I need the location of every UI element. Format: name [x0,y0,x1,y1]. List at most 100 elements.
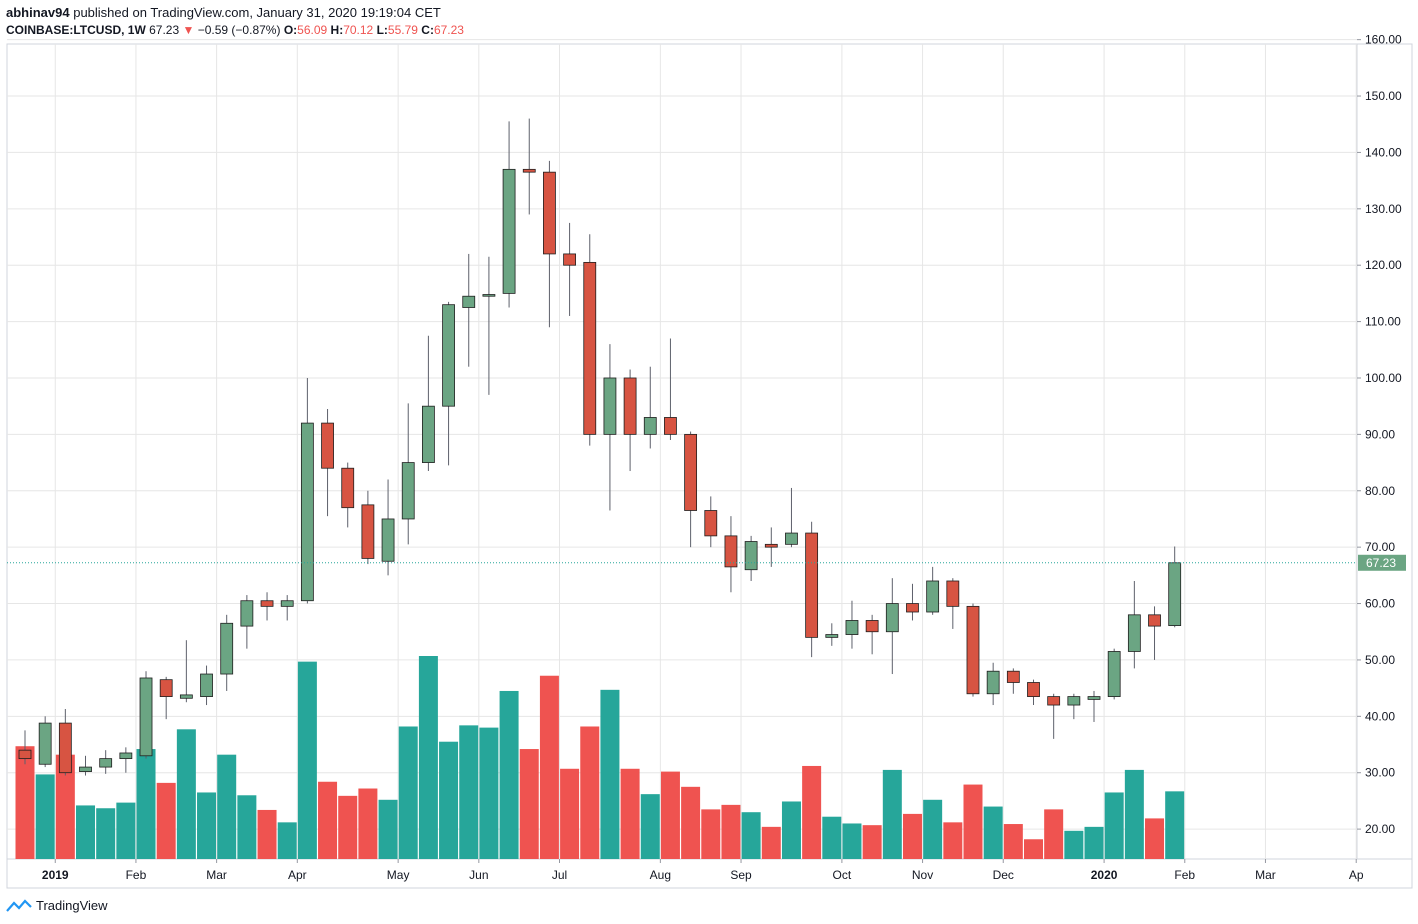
candle[interactable] [1168,562,1182,626]
candle[interactable] [321,422,334,469]
price-tick-label: 130.00 [1365,202,1402,216]
time-tick-label: Jun [469,868,488,882]
candle[interactable] [563,253,576,266]
candle[interactable] [885,603,899,633]
price-axis[interactable] [1356,43,1413,860]
volume-bar [76,805,96,859]
volume-bar [116,802,136,859]
candle[interactable] [482,294,496,297]
candle[interactable] [38,722,52,765]
candle[interactable] [1067,696,1081,706]
candle[interactable] [119,752,133,760]
candle[interactable] [704,510,718,537]
low-label: L: [376,23,388,37]
volume-bar [15,746,35,859]
candle[interactable] [906,603,919,613]
candle[interactable] [220,622,234,675]
price-tick-label: 80.00 [1365,484,1395,498]
candle[interactable] [280,600,294,607]
tradingview-footer[interactable]: TradingView [6,898,108,913]
candle[interactable] [603,377,617,435]
candle[interactable] [1148,614,1161,627]
candle[interactable] [966,605,980,695]
candle[interactable] [139,677,153,757]
volume-bar [923,799,943,859]
candle[interactable] [623,377,637,435]
price-tick-label: 20.00 [1365,822,1395,836]
candle[interactable] [421,405,435,463]
author-name[interactable]: abhinav94 [6,5,70,20]
time-tick-label: Nov [912,868,933,882]
open-value: 56.09 [297,23,328,37]
candle[interactable] [442,304,455,407]
volume-bar [217,754,237,859]
price-change: −0.59 (−0.87%) [197,23,281,37]
candle[interactable] [785,532,798,545]
candle[interactable] [502,168,516,294]
candle[interactable] [583,261,597,435]
volume-bar [539,675,559,859]
candle[interactable] [1006,670,1020,683]
time-tick-label: 2019 [42,868,69,882]
volume-bar [197,792,217,859]
candle[interactable] [240,600,254,627]
current-price-label: 67.23 [1366,556,1396,570]
time-tick-label: Ap [1349,868,1364,882]
candle[interactable] [764,543,778,548]
candle[interactable] [522,168,536,173]
candle[interactable] [543,171,556,255]
candle[interactable] [1047,696,1061,706]
candle[interactable] [1127,614,1141,652]
candle[interactable] [664,417,677,435]
candle[interactable] [260,600,274,607]
candle[interactable] [724,535,738,568]
candle[interactable] [845,620,859,635]
candle[interactable] [200,673,213,697]
low-value: 55.79 [387,23,418,37]
volume-bar [983,806,1003,859]
volume-bar [237,795,257,859]
time-tick-label: Aug [650,868,671,882]
volume-bar [1104,792,1124,859]
volume-bar [882,769,902,859]
candle[interactable] [1107,651,1121,697]
candle[interactable] [865,620,879,633]
volume-bar [600,689,620,859]
candle[interactable] [1027,682,1040,697]
time-tick-label: Mar [206,868,227,882]
price-tick-label: 160.00 [1365,33,1402,47]
candle[interactable] [1087,696,1101,700]
price-tick-label: 90.00 [1365,427,1395,441]
candle[interactable] [462,295,476,308]
symbol-label: COINBASE:LTCUSD, 1W [6,23,146,37]
price-tick-label: 30.00 [1365,766,1395,780]
close-value: 67.23 [433,23,464,37]
volume-bar [398,726,418,859]
candle[interactable] [946,580,960,607]
candle[interactable] [381,518,395,562]
down-arrow-icon: ▼ [182,23,195,37]
candle[interactable] [926,580,940,613]
candle[interactable] [18,749,32,760]
candle[interactable] [805,532,819,638]
volume-bar [660,771,680,859]
candle[interactable] [79,766,92,772]
candle[interactable] [58,722,72,774]
candle[interactable] [159,679,173,697]
candle[interactable] [341,467,355,509]
candle[interactable] [744,541,758,571]
volume-bar [378,799,398,859]
volume-bar [156,782,176,859]
candle[interactable] [401,462,415,520]
price-tick-label: 100.00 [1365,371,1402,385]
candle[interactable] [643,417,657,435]
candle[interactable] [361,504,375,559]
candle[interactable] [986,670,1000,695]
candle[interactable] [684,433,698,511]
candle[interactable] [179,694,193,699]
candle[interactable] [99,758,113,768]
time-tick-label: Jul [552,868,567,882]
candle[interactable] [825,634,839,638]
candle[interactable] [300,422,314,602]
